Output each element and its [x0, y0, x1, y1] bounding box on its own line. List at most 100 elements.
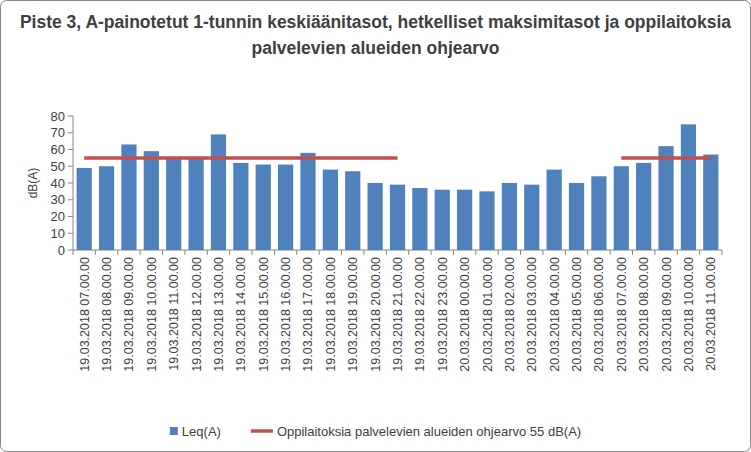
x-tick: [319, 250, 320, 255]
x-tick: [73, 250, 74, 255]
y-tick: [68, 116, 73, 117]
bar: [368, 183, 383, 250]
bar: [390, 185, 405, 250]
bar: [256, 165, 271, 250]
x-tick-label: 19.03.2018 15.00.00: [257, 257, 271, 372]
bar: [278, 165, 293, 250]
bar: [323, 170, 338, 250]
x-tick: [296, 250, 297, 255]
x-tick-label: 20.03.2018 08.00.00: [637, 257, 651, 372]
x-tick: [475, 250, 476, 255]
y-tick: [68, 199, 73, 200]
legend: Leq(A)Oppilaitoksia palvelevien alueiden…: [170, 424, 581, 439]
y-tick-label: 80: [51, 109, 65, 124]
x-tick-label: 19.03.2018 13.00.00: [212, 257, 226, 372]
bar: [233, 163, 248, 250]
bar: [435, 190, 450, 250]
x-tick-label: 19.03.2018 17.00.00: [301, 257, 315, 372]
y-tick: [68, 216, 73, 217]
y-tick-label: 40: [51, 176, 65, 191]
y-tick-label: 60: [51, 142, 65, 157]
bar: [681, 124, 696, 250]
line: [84, 156, 711, 160]
y-tick-label: 20: [51, 209, 65, 224]
x-tick: [654, 250, 655, 255]
bar: [524, 185, 539, 250]
bar: [188, 158, 203, 250]
x-tick: [565, 250, 566, 255]
x-tick-label: 20.03.2018 02.00.00: [503, 257, 517, 372]
bar: [658, 146, 673, 250]
y-tick-label: 0: [58, 243, 65, 258]
y-tick-label: 30: [51, 192, 65, 207]
x-tick: [229, 250, 230, 255]
legend-label: Oppilaitoksia palvelevien alueiden ohjea…: [277, 424, 581, 439]
x-tick-label: 19.03.2018 11.00.00: [167, 257, 181, 371]
y-tick: [68, 149, 73, 150]
y-tick-label: 10: [51, 226, 65, 241]
x-tick-label: 20.03.2018 05.00.00: [570, 257, 584, 372]
x-tick-label: 19.03.2018 23.00.00: [436, 257, 450, 372]
x-tick-label: 19.03.2018 08.00.00: [100, 257, 114, 372]
frame: [1, 1, 751, 452]
y-tick: [68, 183, 73, 184]
x-tick: [498, 250, 499, 255]
legend-swatch: [170, 427, 178, 435]
x-tick: [274, 250, 275, 255]
title: Piste 3, A-painotetut 1-tunnin keskiääni…: [20, 12, 731, 58]
x-tick: [431, 250, 432, 255]
bar: [569, 183, 584, 250]
bar: [166, 158, 181, 250]
bar: [121, 144, 136, 250]
bar: [457, 190, 472, 250]
bar: [99, 166, 114, 250]
y-tick: [68, 132, 73, 133]
y-tick-label: 70: [51, 125, 65, 140]
bar: [77, 168, 92, 250]
x-tick-label: 19.03.2018 12.00.00: [190, 257, 204, 372]
x-tick-label: 20.03.2018 04.00.00: [548, 257, 562, 372]
bar: [479, 191, 494, 250]
x-tick: [117, 250, 118, 255]
x-tick-label: 19.03.2018 09.00.00: [122, 257, 136, 372]
x-tick: [341, 250, 342, 255]
y-tick: [68, 250, 73, 251]
x-tick-label: 20.03.2018 10.00.00: [682, 257, 696, 372]
x-tick: [95, 250, 96, 255]
x-tick-label: 20.03.2018 01.00.00: [481, 257, 495, 372]
x-tick: [386, 250, 387, 255]
y-tick-label: 50: [51, 159, 65, 174]
x-tick-label: 20.03.2018 00.00.00: [458, 257, 472, 372]
x-tick: [610, 250, 611, 255]
x-tick-label: 19.03.2018 22.00.00: [413, 257, 427, 372]
x-tick: [363, 250, 364, 255]
bar: [144, 151, 159, 250]
x-tick: [184, 250, 185, 255]
x-tick-label: 19.03.2018 10.00.00: [145, 257, 159, 372]
x-tick-label: 20.03.2018 11.00.00: [704, 257, 718, 371]
x-tick-label: 20.03.2018 03.00.00: [525, 257, 539, 372]
x-tick: [699, 250, 700, 255]
bar: [300, 153, 315, 250]
x-tick-label: 19.03.2018 16.00.00: [279, 257, 293, 372]
bar: [636, 163, 651, 250]
x-tick: [632, 250, 633, 255]
x-tick-label: 19.03.2018 19.00.00: [346, 257, 360, 372]
x-tick: [542, 250, 543, 255]
bar: [547, 170, 562, 250]
x-tick-label: 19.03.2018 21.00.00: [391, 257, 405, 372]
marks: [77, 124, 719, 250]
bar: [211, 134, 226, 250]
x-tick: [162, 250, 163, 255]
x-tick: [677, 250, 678, 255]
x-tick: [722, 250, 723, 255]
bar: [502, 183, 517, 250]
title-line: palvelevien alueiden ohjearvo: [251, 38, 499, 58]
y-axis-label: dB(A): [26, 168, 40, 199]
x-tick-label: 19.03.2018 18.00.00: [324, 257, 338, 372]
x-tick: [207, 250, 208, 255]
x-tick: [587, 250, 588, 255]
x-tick: [252, 250, 253, 255]
x-tick: [408, 250, 409, 255]
bar: [703, 155, 718, 250]
